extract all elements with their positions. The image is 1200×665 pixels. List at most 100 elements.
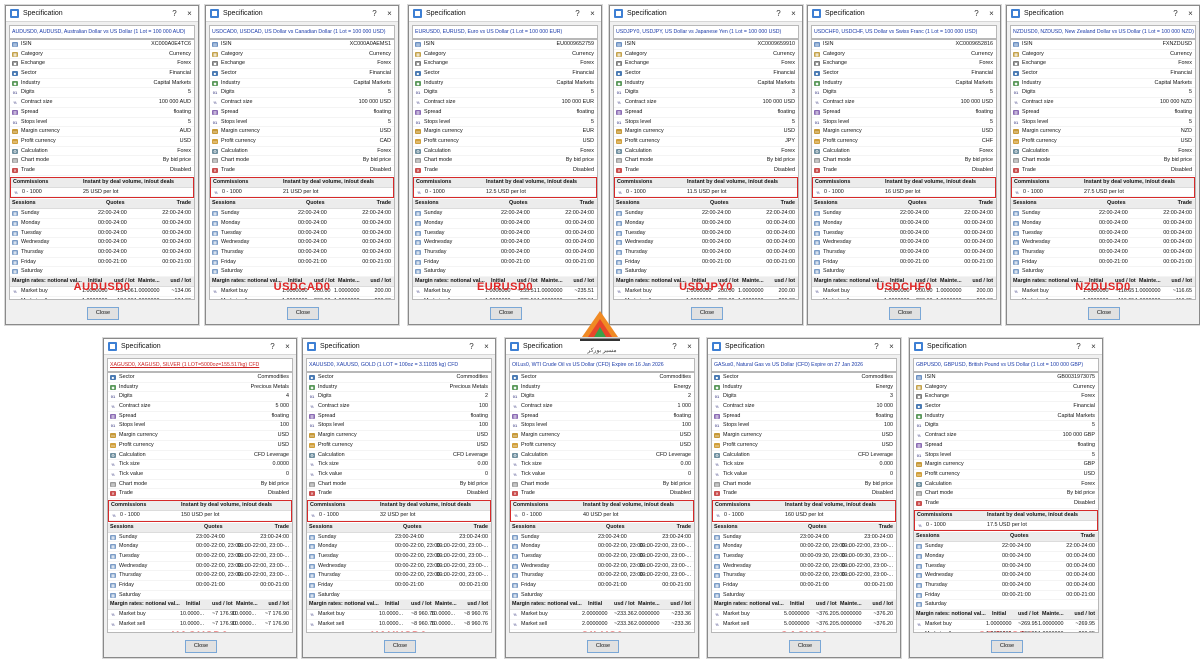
sessions-header: Sessions Quotes Trade (307, 522, 491, 533)
property-row: ▥ Spread floating (812, 108, 996, 118)
close-icon[interactable]: × (1091, 342, 1096, 351)
session-quotes: 00:00-24:00 (501, 249, 530, 256)
session-day: Monday (119, 543, 139, 550)
close-button[interactable]: Close (1088, 307, 1120, 320)
profit-icon: ▭ (309, 442, 315, 448)
calc-icon: ⚙ (415, 148, 421, 154)
property-label: Tick size (723, 461, 744, 468)
close-button[interactable]: Close (789, 640, 821, 653)
ind-icon: ◆ (916, 413, 922, 419)
ind-icon: ◆ (12, 80, 18, 86)
close-icon[interactable]: × (484, 342, 489, 351)
property-label: Digits (21, 89, 35, 96)
property-label: Industry (521, 383, 541, 390)
margin-maintenance-usd: 200.00 (375, 297, 392, 299)
help-button[interactable]: ? (776, 9, 781, 18)
property-value: 100 000 NZD (1159, 99, 1192, 106)
help-button[interactable]: ? (469, 342, 474, 351)
property-value: Currency (572, 50, 594, 57)
cat-icon: ▦ (814, 51, 820, 57)
property-value: 3 (792, 89, 795, 96)
close-icon[interactable]: × (687, 342, 692, 351)
property-value: 100 (479, 422, 488, 429)
margin-block: Margin rates: notional val... Initial usd … (108, 600, 292, 630)
help-button[interactable]: ? (270, 342, 275, 351)
close-button[interactable]: Close (889, 307, 921, 320)
fraction-icon: ½ (212, 299, 218, 300)
calendar-icon: ▦ (814, 211, 820, 217)
session-day: Tuesday (1022, 229, 1043, 236)
help-button[interactable]: ? (575, 9, 580, 18)
margin-initial: 1.0000000 (686, 288, 712, 295)
property-label: Trade (1022, 166, 1036, 173)
session-day: Wednesday (21, 239, 50, 246)
help-button[interactable]: ? (672, 342, 677, 351)
sect-icon: ■ (714, 375, 720, 380)
session-quotes: 00:00-24:00 (501, 229, 530, 236)
property-row: 01 Stops level 5 (614, 118, 798, 128)
margin-initial-usd: ~269.95 (1018, 630, 1038, 632)
dialog-titlebar: Specification? × (409, 6, 601, 22)
close-button[interactable]: Close (384, 640, 416, 653)
margin-initial-usd: ~8 960.76 (411, 611, 436, 618)
help-button[interactable]: ? (974, 9, 979, 18)
property-value: 100 (682, 422, 691, 429)
close-button[interactable]: Close (691, 307, 723, 320)
property-row: ½ Contract size 1 000 (510, 402, 694, 412)
property-row: ▤ Chart mode By bid price (108, 480, 292, 490)
close-icon[interactable]: × (590, 9, 595, 18)
calc-icon: ⚙ (512, 452, 518, 458)
num-icon: 01 (12, 90, 18, 96)
fraction-icon: ½ (311, 512, 315, 518)
close-icon[interactable]: × (1188, 9, 1193, 18)
spread-icon: ▥ (309, 413, 315, 419)
sect-icon: ■ (916, 404, 922, 410)
frac-icon: ½ (310, 404, 314, 410)
help-button[interactable]: ? (1173, 9, 1178, 18)
margin-maintenance: 10.0000... (431, 611, 455, 618)
help-button[interactable]: ? (372, 9, 377, 18)
frac-icon: ½ (310, 462, 314, 468)
margin-maintenance-usd: ~8 960.76 (463, 621, 488, 628)
session-row: ▦ Wednesday 00:00-22:00, 23:00-... 00:00-22… (510, 562, 694, 572)
close-icon[interactable]: × (989, 9, 994, 18)
property-label: Stops level (521, 422, 548, 429)
session-row: ▦ Saturday (1011, 267, 1195, 278)
close-button[interactable]: Close (287, 307, 319, 320)
session-day: Saturday (119, 591, 141, 598)
close-icon[interactable]: × (285, 342, 290, 351)
close-icon[interactable]: × (387, 9, 392, 18)
calc-icon: ⚙ (212, 148, 218, 154)
property-value: Capital Markets (353, 79, 391, 86)
help-button[interactable]: ? (172, 9, 177, 18)
property-row: ▤ ISIN EU0009652759 (413, 40, 597, 50)
session-quotes: 00:00-21:00 (702, 258, 731, 265)
close-button[interactable]: Close (490, 307, 522, 320)
close-button[interactable]: Close (991, 640, 1023, 653)
session-row: ▦ Thursday 00:00-22:00, 23:00-... 00:00-22:… (712, 571, 896, 582)
spread-icon: ▥ (1013, 109, 1019, 115)
property-value: NZD (1180, 128, 1192, 135)
trade-icon: ✕ (212, 167, 218, 173)
symbol-label: USDCAD0 (273, 281, 331, 293)
property-label: Calculation (318, 451, 345, 458)
close-button[interactable]: Close (587, 640, 619, 653)
close-icon[interactable]: × (889, 342, 894, 351)
close-icon[interactable]: × (187, 9, 192, 18)
spec-table: ▤ ISIN XC0009652816 ▦ Category Currency ▣ Excha… (811, 39, 997, 300)
symbol-header: USDCHF0, USDCHF, US Dollar vs Swiss Fran… (811, 25, 997, 39)
help-button[interactable]: ? (1076, 342, 1081, 351)
property-label: Digits (823, 89, 837, 96)
margin-maintenance-usd: ~134.06 (171, 297, 191, 299)
session-row: ▦ Saturday (812, 267, 996, 278)
close-button[interactable]: Close (185, 640, 217, 653)
property-row: ▥ Spread floating (10, 108, 194, 118)
help-button[interactable]: ? (874, 342, 879, 351)
session-quotes: 00:00-21:00 (1099, 258, 1128, 265)
close-icon[interactable]: × (791, 9, 796, 18)
close-button[interactable]: Close (87, 307, 119, 320)
session-row: ▦ Friday 00:00-21:00 00:00-21:00 (108, 581, 292, 591)
property-value: Commodities (861, 374, 893, 380)
session-trade: 00:00-22:00, 23:00-... (639, 562, 691, 569)
sect-icon: ■ (415, 71, 421, 77)
